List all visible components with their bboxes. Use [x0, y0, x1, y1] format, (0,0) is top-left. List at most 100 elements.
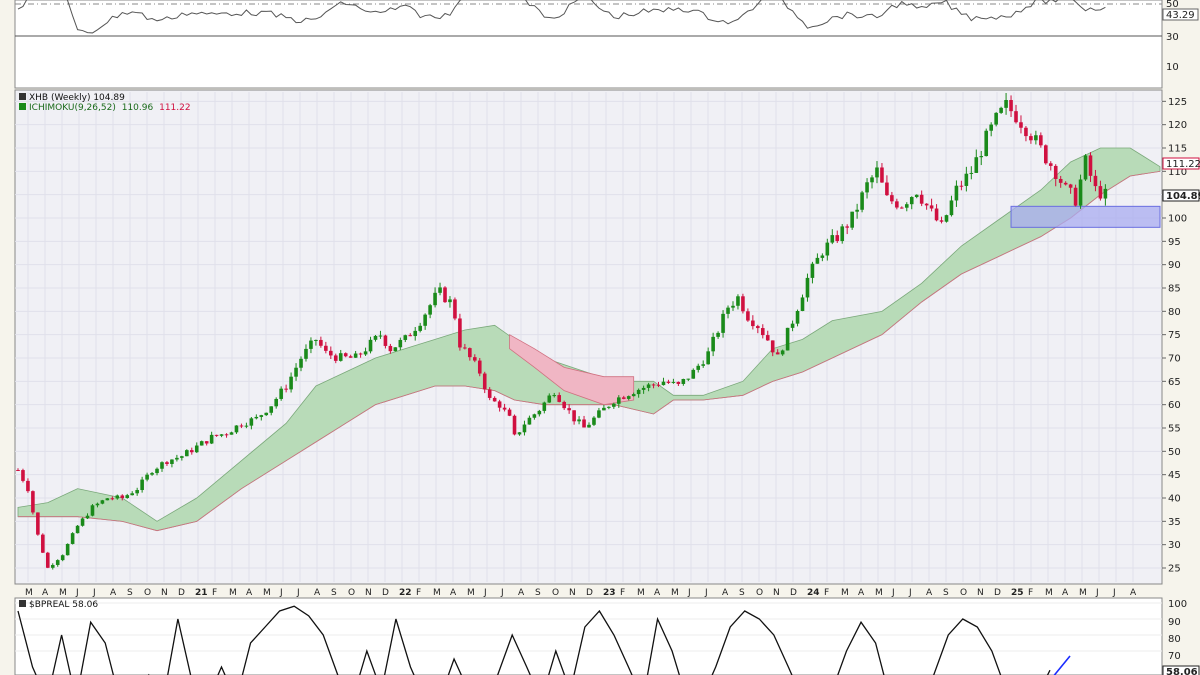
x-tick-label: N — [161, 588, 168, 598]
candle-body — [304, 348, 308, 359]
candle-body — [1014, 111, 1018, 123]
candle-body — [45, 552, 50, 568]
price-badge-box — [1162, 189, 1200, 202]
bpreal-legend: $BPREAL 58.06 — [29, 600, 98, 610]
candle-body — [641, 387, 646, 390]
candle-body — [875, 167, 879, 178]
y-tick-label: 110 — [1168, 167, 1187, 178]
candle-body — [140, 479, 144, 491]
candle-body — [468, 348, 472, 358]
candle-body — [269, 406, 274, 413]
x-tick-label: M — [637, 588, 645, 598]
ichimoku-legend-v2: 111.22 — [159, 103, 191, 113]
candle-body — [279, 388, 283, 399]
candle-body — [75, 525, 80, 534]
candle-body — [557, 395, 562, 402]
candle-body — [661, 381, 666, 386]
candle-body — [224, 434, 229, 436]
candle-body — [1039, 135, 1043, 146]
top-tick-30: 30 — [1166, 32, 1179, 43]
bpreal-tick-80: 80 — [1168, 634, 1181, 645]
candle-body — [185, 450, 189, 457]
x-tick-label: M — [467, 588, 475, 598]
candle-body — [502, 407, 507, 410]
x-tick-label: J — [296, 588, 300, 598]
cloud-lower-span — [18, 170, 1161, 532]
x-tick-label: O — [348, 588, 355, 598]
candle-body — [855, 209, 859, 212]
candle-body — [845, 226, 849, 228]
ichimoku-legend-name: ICHIMOKU(9,26,52) — [29, 103, 116, 113]
bpreal-grid — [15, 602, 1162, 652]
x-tick-label: 24 — [807, 588, 820, 598]
candle-body — [189, 450, 194, 453]
candle-body — [686, 378, 691, 380]
bpreal-line — [17, 605, 1051, 675]
candle-body — [671, 381, 676, 383]
candle-body — [825, 242, 830, 256]
candle-body — [587, 424, 591, 428]
candle-body — [517, 432, 522, 435]
candle-body — [70, 533, 75, 544]
candle-body — [353, 353, 358, 358]
x-tick-label: M — [433, 588, 441, 598]
candle-body — [626, 396, 631, 399]
candle-body — [989, 124, 993, 131]
candle-body — [592, 417, 596, 425]
x-tick-label: A — [926, 588, 933, 598]
x-tick-label: F — [1028, 588, 1033, 598]
top-indicator-grid — [15, 3, 1162, 37]
cloud-badge-box — [1162, 157, 1200, 170]
bpreal-badge-box — [1162, 665, 1200, 675]
candle-body — [41, 534, 45, 553]
x-tick-label: M — [841, 588, 849, 598]
candle-body — [537, 410, 542, 415]
candle-body — [974, 157, 979, 173]
x-tick-label: J — [279, 588, 283, 598]
candle-body — [656, 384, 661, 386]
bpreal-badge: 58.06 — [1166, 667, 1198, 675]
candle-body — [1029, 136, 1033, 141]
x-tick-label: S — [943, 588, 949, 598]
candle-body — [904, 204, 909, 208]
candle-body — [309, 340, 313, 349]
candle-body — [602, 407, 606, 411]
y-tick-label: 120 — [1168, 120, 1187, 131]
candle-body — [552, 395, 557, 397]
candle-body — [909, 197, 914, 205]
ticker-legend: XHB (Weekly) 104.89 — [29, 93, 125, 103]
candle-body — [785, 327, 790, 351]
candle-body — [477, 360, 482, 374]
candle-body — [487, 389, 492, 398]
candle-body — [418, 325, 422, 331]
candle-body — [259, 415, 264, 417]
x-tick-label: S — [331, 588, 337, 598]
candle-body — [616, 397, 621, 404]
candle-body — [234, 425, 239, 433]
candle-body — [1073, 187, 1078, 206]
candle-body — [26, 480, 30, 492]
y-tick-label: 45 — [1168, 470, 1181, 481]
candle-body — [55, 560, 60, 565]
y-tick-label: 55 — [1168, 424, 1181, 435]
candle-body — [1098, 186, 1103, 199]
x-tick-label: J — [75, 588, 79, 598]
candle-body — [254, 416, 259, 419]
candle-body — [969, 172, 974, 174]
candle-body — [145, 474, 149, 480]
candle-body — [194, 445, 199, 453]
candle-body — [532, 414, 537, 418]
candle-body — [1048, 163, 1053, 166]
candle-body — [790, 323, 795, 328]
candle-body — [1078, 179, 1083, 206]
y-tick-label: 70 — [1168, 354, 1181, 365]
candle-body — [1068, 184, 1073, 188]
candle-body — [934, 208, 939, 221]
candle-body — [572, 410, 576, 422]
x-tick-label: A — [858, 588, 865, 598]
candle-body — [348, 356, 353, 358]
x-tick-label: D — [586, 588, 593, 598]
candle-body — [482, 373, 487, 390]
x-tick-label: J — [92, 588, 96, 598]
candle-body — [612, 403, 616, 407]
